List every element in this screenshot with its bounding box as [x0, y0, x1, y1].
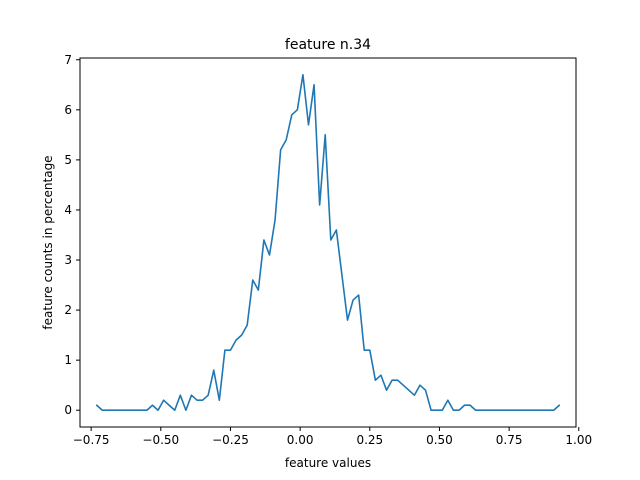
x-tick-label: 0.50 — [426, 433, 453, 447]
y-tick-label: 1 — [64, 353, 72, 367]
x-tick-label: 1.00 — [565, 433, 592, 447]
series-line — [95, 73, 561, 412]
axes-frame — [79, 57, 577, 428]
x-tick-label: 0.75 — [496, 433, 523, 447]
y-tick-label: 5 — [64, 153, 72, 167]
plot-area — [95, 73, 561, 412]
y-tick-label: 6 — [64, 103, 72, 117]
x-tick-label: −0.75 — [73, 433, 110, 447]
y-tick-label: 0 — [64, 403, 72, 417]
y-tick-label: 7 — [64, 53, 72, 67]
y-tick-label: 2 — [64, 303, 72, 317]
y-axis-ticks: 0 1 2 3 4 5 6 7 — [64, 53, 80, 417]
y-axis-label: feature counts in percentage — [41, 155, 55, 329]
x-tick-label: 0.25 — [356, 433, 383, 447]
x-tick-label: −0.25 — [212, 433, 249, 447]
x-tick-label: 0.00 — [287, 433, 314, 447]
x-tick-label: −0.50 — [142, 433, 179, 447]
x-axis-ticks: −0.75 −0.50 −0.25 0.00 0.25 0.50 0.75 1.00 — [73, 427, 592, 447]
y-tick-label: 4 — [64, 203, 72, 217]
chart-title: feature n.34 — [285, 37, 371, 53]
y-tick-label: 3 — [64, 253, 72, 267]
x-axis-label: feature values — [285, 456, 371, 470]
